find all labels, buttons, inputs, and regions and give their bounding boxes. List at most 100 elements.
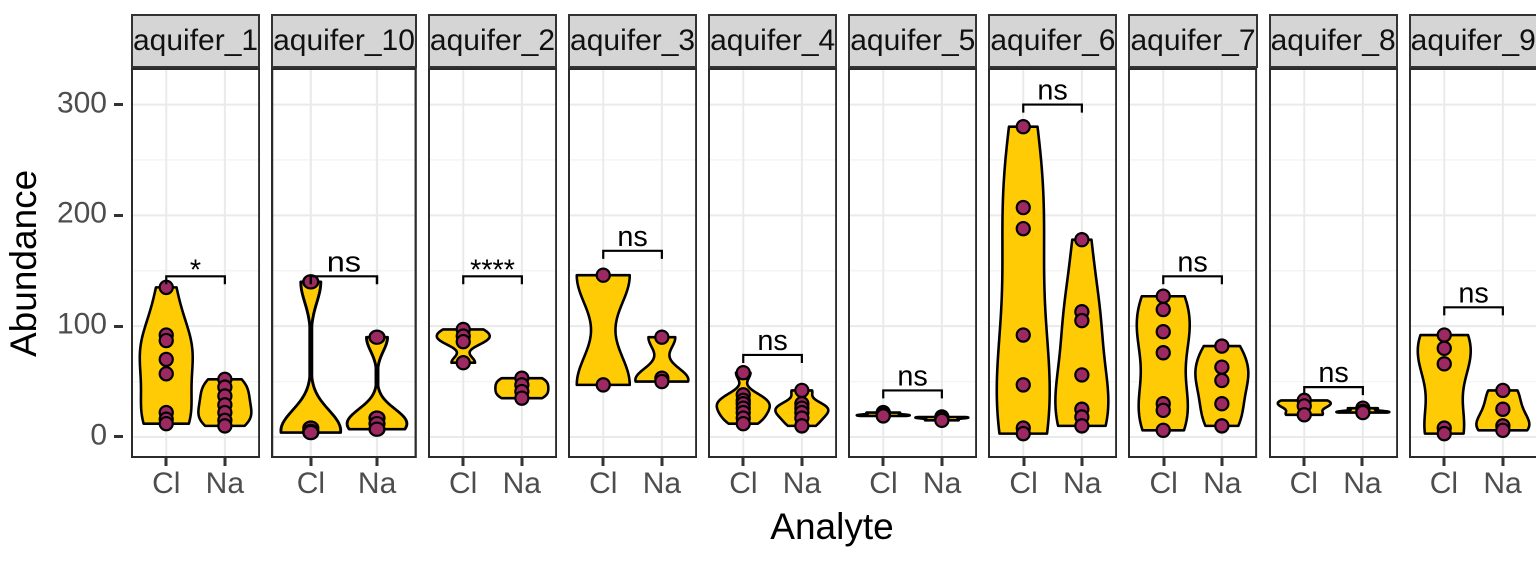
x-tick-label-Cl: Cl (448, 467, 478, 500)
x-tick-mark (1360, 458, 1364, 466)
data-point (794, 382, 810, 399)
data-point (1214, 338, 1230, 354)
x-tick-label-Na: Na (642, 467, 682, 500)
y-axis: 0 100 200 300 (0, 0, 131, 576)
facet-strip-label: aquifer_9 (1408, 14, 1536, 68)
data-point (1214, 372, 1230, 389)
data-point (1436, 340, 1452, 357)
data-point (595, 267, 611, 283)
facet-aquifer_3: aquifer_3 ns Cl Na (568, 14, 698, 504)
x-tick-label-Cl: Cl (1009, 467, 1038, 500)
data-point (158, 351, 174, 368)
facet-strip-label: aquifer_7 (1128, 14, 1258, 68)
data-point (1015, 199, 1032, 216)
data-point (455, 355, 471, 371)
y-tick-mark (114, 435, 123, 439)
x-tick-label-Na: Na (782, 467, 822, 500)
facet-plot-area: ns (988, 68, 1118, 458)
y-tick-label: 300 (56, 86, 107, 120)
x-tick-label-Cl: Cl (729, 467, 758, 500)
facet-x-axis: Cl Na (1409, 458, 1536, 504)
data-point (1074, 367, 1090, 383)
facet-x-axis: Cl Na (428, 458, 557, 504)
x-tick-label-Na: Na (1483, 467, 1522, 500)
significance-bracket (1442, 306, 1504, 316)
data-point (1214, 418, 1230, 434)
x-tick-mark (1162, 458, 1166, 466)
x-tick-label-Cl: Cl (1429, 467, 1459, 500)
facet-plot-area: ns (848, 68, 978, 458)
data-point (1015, 425, 1032, 442)
x-tick-mark (309, 458, 313, 466)
data-point (158, 366, 174, 382)
significance-bracket (1302, 385, 1364, 396)
data-point (735, 364, 752, 381)
data-point (1156, 323, 1172, 340)
significance-label: ns (327, 245, 361, 278)
significance-label: ns (1178, 246, 1208, 278)
facet-plot-area: **** (427, 68, 558, 458)
data-point (302, 424, 320, 441)
violin-Na (1054, 238, 1110, 428)
data-point (455, 333, 471, 350)
facet-strip-label: aquifer_1 (131, 14, 261, 68)
data-point (875, 408, 892, 424)
x-tick-label-Cl: Cl (152, 467, 181, 500)
y-tick-mark (114, 324, 123, 328)
facet-aquifer_10: aquifer_10 ns Cl Na (271, 14, 417, 504)
data-point (1296, 407, 1312, 423)
x-tick-mark (1080, 458, 1084, 466)
facet-x-axis: Cl Na (131, 458, 260, 504)
facet-aquifer_4: aquifer_4 ns Cl Na (708, 14, 838, 504)
facet-aquifer_5: aquifer_5 ns Cl Na (848, 14, 978, 504)
violin-Na (345, 335, 409, 431)
x-tick-label-Cl: Cl (589, 467, 618, 500)
x-tick-label-Na: Na (1203, 467, 1242, 500)
x-tick-label-Cl: Cl (296, 467, 326, 500)
facet-plot-area: ns (1408, 68, 1536, 458)
significance-label: ns (1318, 357, 1348, 389)
violin-Cl (279, 280, 343, 434)
data-point (1015, 377, 1032, 393)
significance-bracket (742, 353, 804, 363)
facet-strip-label: aquifer_5 (848, 14, 978, 68)
data-point (1156, 288, 1172, 304)
facet-aquifer_2: aquifer_2 **** Cl Na (427, 14, 558, 504)
facet-x-axis: Cl Na (271, 458, 417, 504)
x-tick-mark (520, 458, 524, 466)
data-point (1156, 422, 1172, 439)
significance-bracket (882, 389, 944, 399)
y-tick-mark (114, 213, 123, 217)
y-tick-mark (114, 103, 123, 107)
significance-label: **** (470, 254, 515, 286)
data-point (1214, 359, 1230, 375)
y-tick-label: 0 (90, 418, 107, 452)
facet-aquifer_1: aquifer_1 * Cl Na (131, 14, 261, 504)
facet-x-axis: Cl Na (848, 458, 977, 504)
significance-label: ns (1458, 277, 1488, 309)
x-tick-mark (461, 458, 465, 466)
x-tick-mark (800, 458, 804, 466)
x-tick-mark (223, 458, 227, 466)
facet-plot-area: * (131, 68, 261, 458)
x-tick-mark (164, 458, 168, 466)
significance-bracket (1022, 103, 1084, 113)
facet-aquifer_8: aquifer_8 ns Cl Na (1268, 14, 1398, 504)
violin-Cl (575, 273, 632, 387)
facet-strip-label: aquifer_4 (708, 14, 838, 68)
data-point (1074, 232, 1090, 248)
significance-bracket (309, 275, 379, 285)
significance-bracket (602, 249, 663, 259)
facet-plot-area: ns (568, 68, 698, 458)
violin-Cl (1416, 333, 1472, 435)
facet-strip-label: aquifer_3 (568, 14, 698, 68)
facet-plot-area: ns (1128, 68, 1258, 458)
x-tick-mark (1022, 458, 1026, 466)
violin-Cl (995, 125, 1052, 435)
facet-plot-area: ns (271, 68, 417, 458)
significance-bracket (165, 275, 226, 285)
facet-strip-label: aquifer_8 (1268, 14, 1398, 68)
facet-x-axis: Cl Na (1128, 458, 1257, 504)
